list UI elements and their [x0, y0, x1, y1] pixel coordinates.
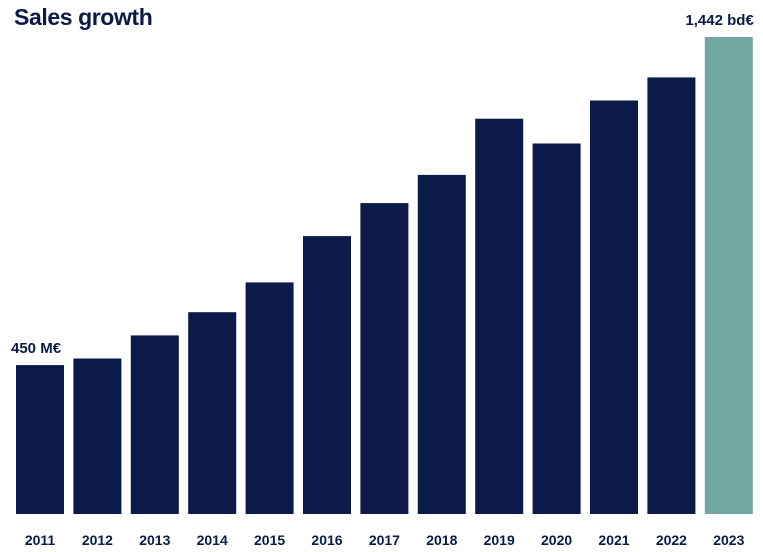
chart-title: Sales growth	[14, 4, 153, 30]
x-tick-label-2019: 2019	[484, 532, 515, 548]
bar-2013	[130, 335, 179, 514]
bar-2019	[475, 118, 524, 514]
x-tick-label-2013: 2013	[139, 532, 170, 548]
bar-2014	[188, 312, 237, 514]
x-tick-label-2022: 2022	[656, 532, 687, 548]
x-tick-label-2021: 2021	[598, 532, 629, 548]
x-tick-label-2017: 2017	[369, 532, 400, 548]
x-tick-label-2012: 2012	[82, 532, 113, 548]
data-labels: 450 M€ 1,442 bd€	[11, 12, 754, 357]
x-tick-label-2018: 2018	[426, 532, 457, 548]
bar-2021	[590, 100, 638, 514]
bar-2020	[532, 143, 581, 514]
x-tick-label-2015: 2015	[254, 532, 285, 548]
x-tick-label-2011: 2011	[25, 532, 56, 548]
bar-2023	[704, 37, 753, 514]
bars-group	[16, 37, 753, 515]
data-label-2011: 450 M€	[11, 340, 62, 357]
bar-2016	[303, 236, 351, 514]
x-tick-label-2020: 2020	[541, 532, 572, 548]
bar-2011	[16, 365, 64, 514]
data-label-2023: 1,442 bd€	[685, 12, 754, 29]
bar-2012	[73, 358, 122, 514]
x-axis-ticks: 2011 2012 2013 2014 2015 2016 2017 2018 2019 2020…	[25, 532, 745, 548]
x-tick-label-2014: 2014	[197, 532, 228, 548]
bar-2018	[417, 174, 466, 514]
x-tick-label-2023: 2023	[713, 532, 744, 548]
bar-2022	[647, 77, 696, 515]
bar-2017	[360, 203, 409, 514]
bar-2015	[245, 282, 294, 514]
x-tick-label-2016: 2016	[311, 532, 342, 548]
